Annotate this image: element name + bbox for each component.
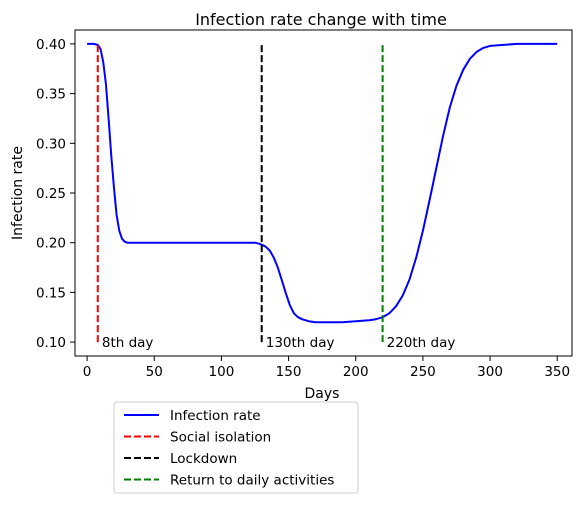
- y-tick-label: 0.25: [36, 186, 66, 202]
- y-axis-label: Infection rate: [10, 146, 26, 240]
- x-tick-label: 100: [209, 364, 235, 380]
- x-axis-label: Days: [305, 386, 340, 402]
- x-tick-label: 0: [83, 364, 92, 380]
- axes: 0 50 100 150 200 250 300 350 0.10 0.15 0.20 0.25 0.3…: [36, 37, 570, 380]
- legend-entry-lockdown: Lockdown: [170, 451, 237, 467]
- legend: Infection rate Social isolation Lockdown Re…: [113, 401, 359, 494]
- annotation-label: 220th day: [387, 335, 456, 351]
- x-tick-label: 150: [276, 364, 302, 380]
- chart-title: Infection rate change with time: [195, 10, 447, 29]
- y-tick-label: 0.30: [36, 136, 66, 152]
- x-tick-label: 300: [477, 364, 503, 380]
- annotation-label: 130th day: [266, 335, 335, 351]
- y-tick-label: 0.15: [36, 285, 66, 301]
- x-tick-label: 200: [343, 364, 369, 380]
- y-tick-label: 0.35: [36, 87, 66, 103]
- annotation-label: 8th day: [102, 335, 154, 351]
- legend-entry-social-isolation: Social isolation: [170, 430, 271, 446]
- y-tick-label: 0.20: [36, 236, 66, 252]
- y-tick-label: 0.40: [36, 37, 66, 53]
- y-tick-label: 0.10: [36, 335, 66, 351]
- legend-box: [113, 401, 359, 494]
- plot-area: 8th day 130th day 220th day: [87, 42, 558, 351]
- legend-entry-infection-rate: Infection rate: [170, 408, 261, 424]
- legend-entry-return-to-daily-activities: Return to daily activities: [170, 473, 334, 489]
- x-tick-label: 350: [544, 364, 570, 380]
- plot-frame: [74, 29, 573, 357]
- series-infection-rate: [87, 42, 558, 324]
- x-tick-label: 50: [146, 364, 163, 380]
- x-tick-label: 250: [410, 364, 436, 380]
